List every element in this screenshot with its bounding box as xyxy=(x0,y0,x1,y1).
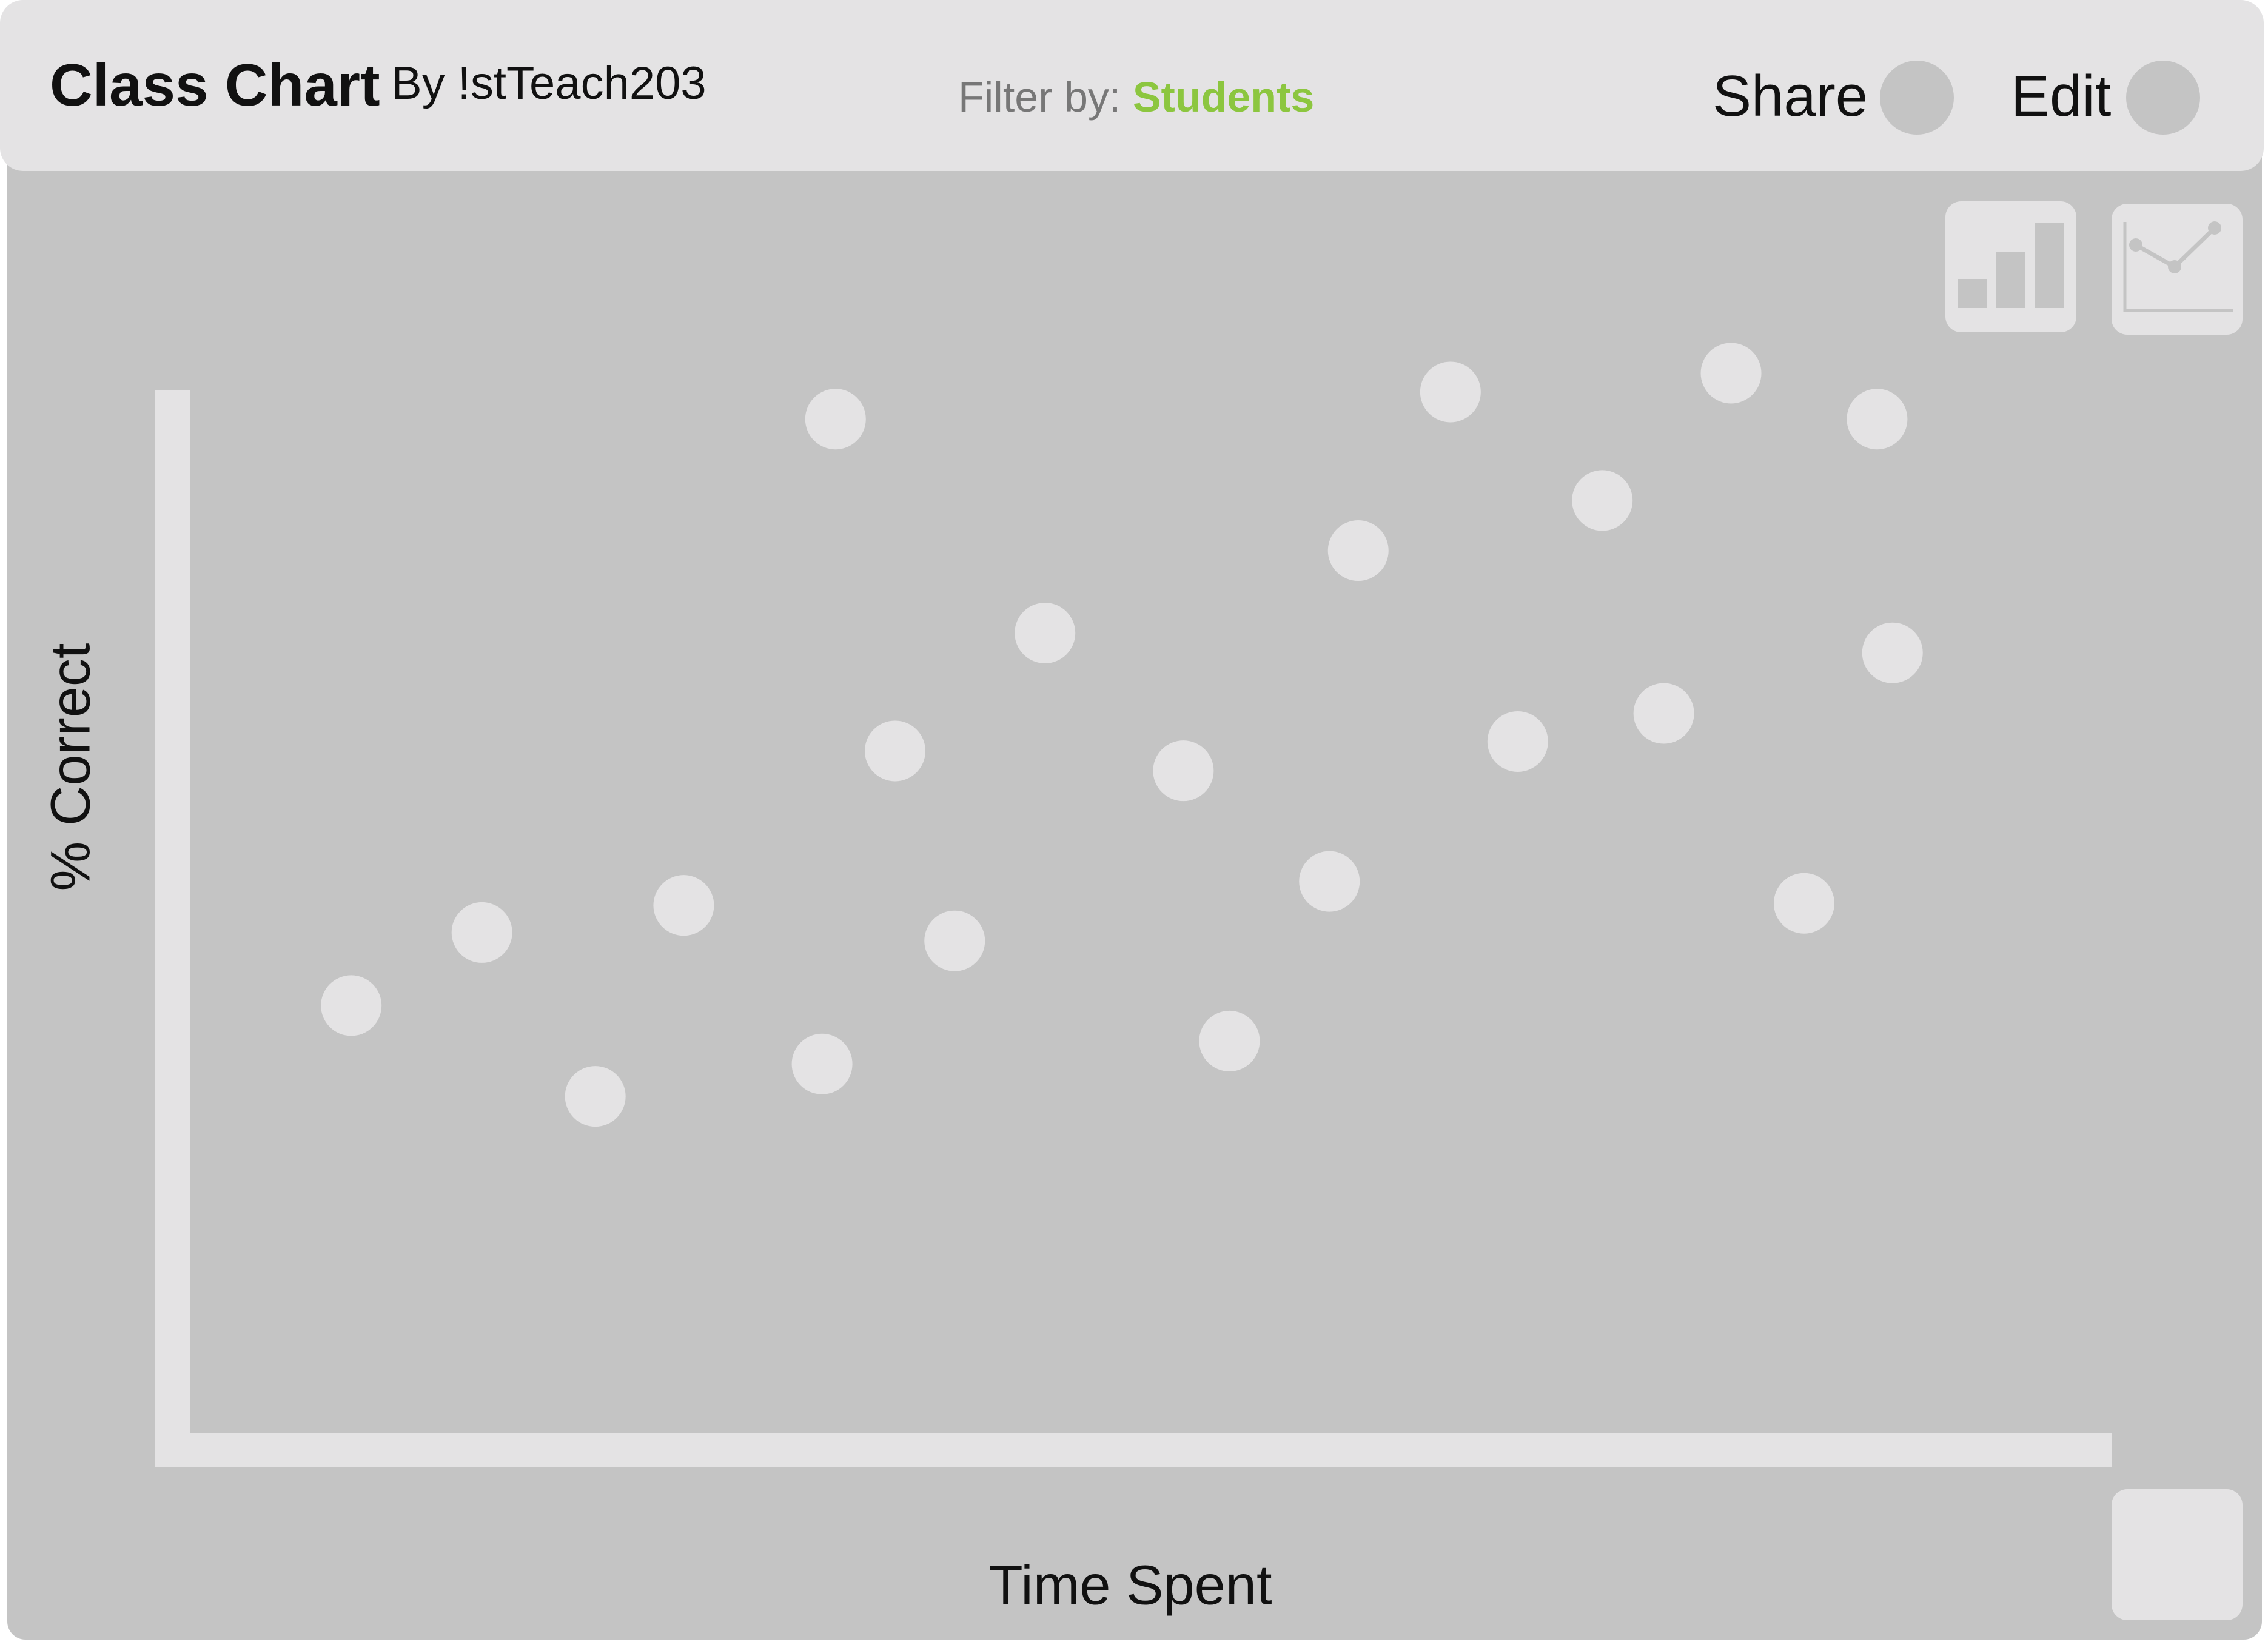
data-point-18[interactable] xyxy=(1700,343,1762,404)
bar-chart-button[interactable] xyxy=(1945,201,2076,332)
data-point-14[interactable] xyxy=(1420,361,1481,423)
header-bar: Class Chart By !stTeach203 Filter by: St… xyxy=(0,0,2264,171)
data-point-21[interactable] xyxy=(1862,622,1923,683)
line-chart-button[interactable] xyxy=(2112,204,2243,335)
data-point-5[interactable] xyxy=(791,1033,853,1094)
page-title: Class Chart xyxy=(50,52,380,118)
data-point-7[interactable] xyxy=(865,720,926,782)
y-axis-line xyxy=(155,390,190,1467)
data-points xyxy=(321,343,1923,1127)
data-point-20[interactable] xyxy=(1847,389,1908,450)
data-point-9[interactable] xyxy=(1015,602,1076,663)
bar-chart-icon xyxy=(1958,223,2064,308)
data-point-2[interactable] xyxy=(451,902,512,963)
data-point-1[interactable] xyxy=(321,975,382,1036)
data-point-8[interactable] xyxy=(924,910,985,971)
data-point-17[interactable] xyxy=(1633,683,1694,744)
edit-label[interactable]: Edit xyxy=(2011,64,2112,129)
chart-axes xyxy=(155,390,2112,1467)
data-point-12[interactable] xyxy=(1299,851,1360,912)
edit-button[interactable] xyxy=(2126,61,2200,135)
data-point-6[interactable] xyxy=(805,389,866,450)
data-point-13[interactable] xyxy=(1327,520,1389,581)
filter-control[interactable]: Filter by: Students xyxy=(958,73,1314,121)
data-point-4[interactable] xyxy=(653,875,714,936)
line-chart-icon xyxy=(2123,221,2233,312)
share-label[interactable]: Share xyxy=(1713,64,1868,129)
data-point-11[interactable] xyxy=(1199,1010,1260,1071)
filter-value[interactable]: Students xyxy=(1132,73,1315,121)
corner-button[interactable] xyxy=(2112,1489,2243,1620)
x-axis-line xyxy=(155,1433,2112,1467)
chart-panel xyxy=(7,91,2262,1640)
share-button[interactable] xyxy=(1880,61,1954,135)
data-point-10[interactable] xyxy=(1153,740,1214,802)
author-label: By !stTeach203 xyxy=(391,58,706,109)
data-point-16[interactable] xyxy=(1572,470,1633,531)
y-axis-label: % Correct xyxy=(39,643,102,891)
x-axis-label: Time Spent xyxy=(988,1554,1272,1617)
data-point-19[interactable] xyxy=(1773,873,1834,934)
data-point-15[interactable] xyxy=(1487,711,1548,772)
filter-label: Filter by: xyxy=(958,73,1121,121)
data-point-3[interactable] xyxy=(565,1066,626,1127)
